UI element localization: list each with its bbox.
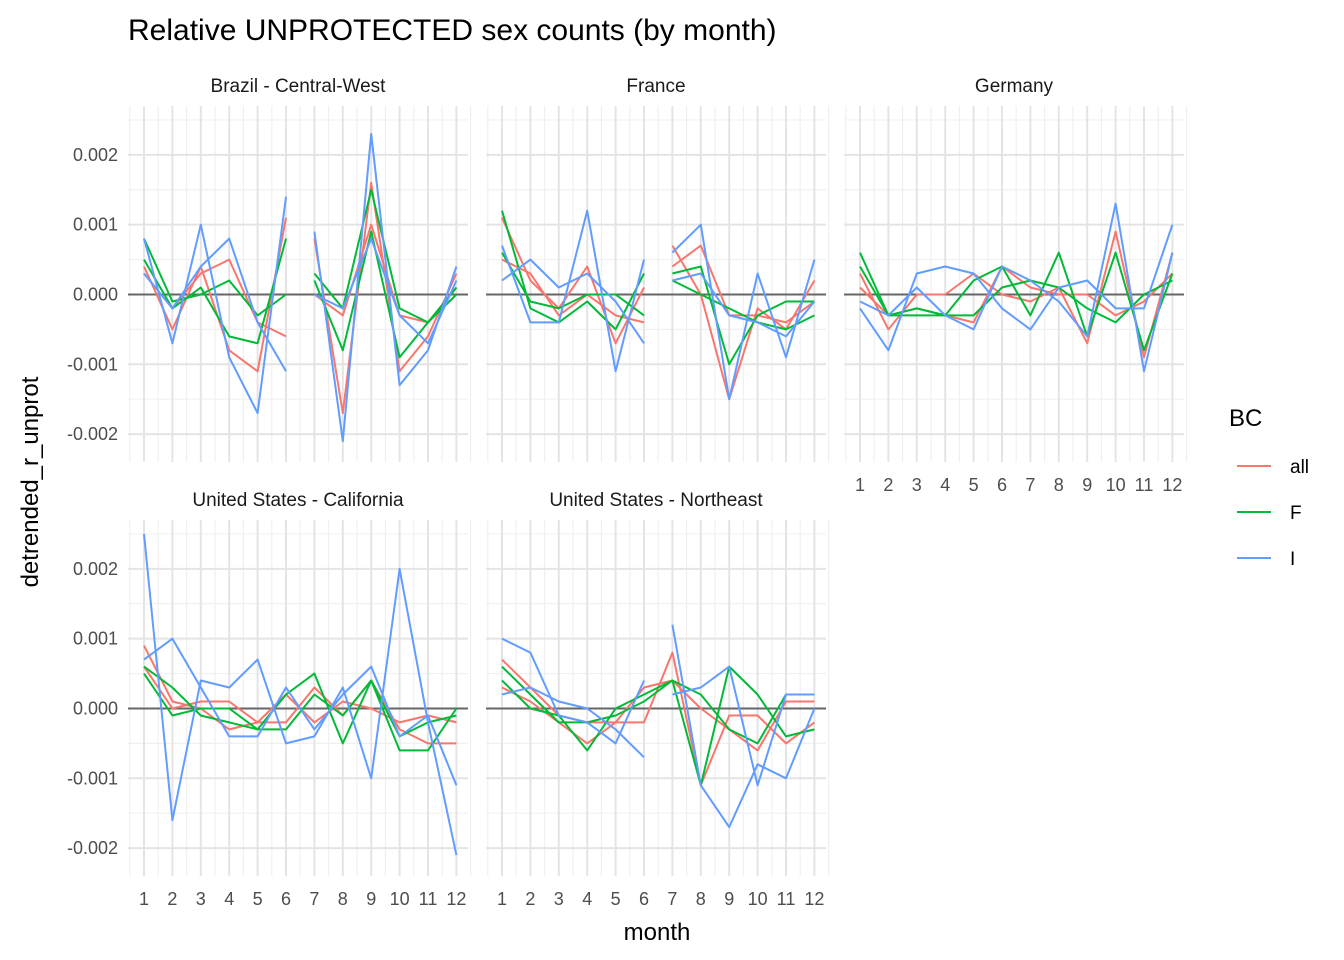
x-tick-label: 2 — [883, 475, 893, 495]
series-line-f — [859, 251, 1174, 352]
x-tick-label: 4 — [224, 889, 234, 909]
series-line-i — [501, 258, 645, 344]
series-line-all — [501, 217, 645, 345]
facet-strip-label: Brazil - Central-West — [211, 76, 387, 97]
x-tick-label: 6 — [639, 889, 649, 909]
series-line-f — [859, 252, 1173, 324]
x-tick-label: 4 — [582, 889, 592, 909]
y-tick-label: -0.002 — [67, 838, 118, 858]
series-line-f — [671, 279, 815, 331]
y-tick-label: -0.001 — [67, 354, 118, 374]
y-tick-label: 0.002 — [73, 145, 118, 165]
series-line-i — [671, 624, 816, 829]
series-line-f — [313, 188, 458, 324]
x-tick-label: 4 — [940, 475, 950, 495]
series-line-f — [501, 252, 645, 317]
series-line-i — [143, 196, 287, 415]
facet-brazil-central-west: Brazil - Central-West -0.002 -0.001 0.000 0.… — [67, 76, 472, 462]
series-line-all — [671, 245, 816, 401]
legend-item-all: all — [1237, 457, 1309, 478]
x-tick-label: 7 — [667, 889, 677, 909]
facet-panels: Brazil - Central-West -0.002 -0.001 0.000 0.… — [67, 76, 1188, 909]
x-tick-label: 3 — [196, 889, 206, 909]
x-tick-label: 1 — [855, 475, 865, 495]
x-tick-label: 2 — [525, 889, 535, 909]
series-line-f — [143, 665, 458, 752]
x-tick-label: 12 — [446, 889, 466, 909]
x-tick-label: 2 — [167, 889, 177, 909]
series-line-i — [859, 202, 1174, 373]
series-line-all — [143, 217, 287, 373]
x-tick-label: 3 — [554, 889, 564, 909]
x-tick-label: 1 — [497, 889, 507, 909]
x-tick-label: 10 — [748, 889, 768, 909]
x-tick-label: 11 — [1135, 475, 1154, 495]
x-tick-label: 1 — [139, 889, 149, 909]
x-tick-label: 9 — [1082, 475, 1092, 495]
series-line-i — [143, 237, 287, 372]
series-line-f — [501, 679, 815, 752]
series-line-i — [672, 272, 816, 338]
x-tick-label: 11 — [777, 889, 796, 909]
series-line-i — [501, 686, 645, 759]
legend-label: all — [1290, 457, 1309, 478]
x-tick-label: 6 — [997, 475, 1007, 495]
series-line-i — [501, 209, 645, 373]
legend-title: BC — [1229, 405, 1262, 432]
facet-strip-label: United States - California — [192, 490, 404, 511]
x-tick-label: 12 — [1162, 475, 1182, 495]
y-axis-label: detrended_r_unprot — [17, 376, 44, 587]
x-tick-label: 7 — [1025, 475, 1035, 495]
x-tick-label: 7 — [309, 889, 319, 909]
x-tick-label: 5 — [969, 475, 979, 495]
series-line-i — [143, 533, 458, 856]
x-axis-label: month — [624, 919, 691, 946]
series-line-i — [671, 223, 816, 401]
x-tick-label: 5 — [253, 889, 263, 909]
x-tick-label: 6 — [281, 889, 291, 909]
x-tick-label: 11 — [419, 889, 438, 909]
facet-strip-label: Germany — [975, 76, 1054, 97]
x-tick-label: 9 — [724, 889, 734, 909]
legend-item-f: F — [1237, 503, 1302, 524]
y-tick-label: 0.000 — [73, 698, 118, 718]
x-tick-label: 10 — [1106, 475, 1126, 495]
series-line-all — [859, 230, 1174, 359]
x-tick-label: 5 — [611, 889, 621, 909]
series-line-i — [859, 224, 1174, 352]
x-tick-label: 8 — [338, 889, 348, 909]
y-tick-label: 0.002 — [73, 559, 118, 579]
y-tick-label: 0.001 — [73, 629, 118, 649]
x-tick-label: 3 — [912, 475, 922, 495]
facet-strip-label: United States - Northeast — [549, 490, 763, 511]
x-tick-label: 12 — [804, 889, 824, 909]
chart-title: Relative UNPROTECTED sex counts (by mont… — [128, 14, 777, 47]
x-tick-label: 8 — [696, 889, 706, 909]
y-tick-label: 0.001 — [73, 215, 118, 235]
legend-item-i: I — [1237, 549, 1295, 570]
x-tick-label: 9 — [366, 889, 376, 909]
series-line-f — [143, 238, 287, 345]
series-line-i — [313, 237, 458, 345]
x-tick-label: 10 — [390, 889, 410, 909]
y-tick-label: -0.002 — [67, 424, 118, 444]
series-line-all — [501, 258, 645, 324]
y-tick-label: 0.000 — [73, 284, 118, 304]
legend: BC all F I — [1229, 405, 1309, 570]
x-tick-label: 8 — [1054, 475, 1064, 495]
facet-united-states-california: United States - California -0.002 -0.001 0.… — [67, 490, 472, 909]
series-line-i — [313, 132, 458, 443]
facet-france: France — [486, 76, 830, 462]
series-line-i — [143, 637, 458, 786]
y-tick-label: -0.001 — [67, 768, 118, 788]
series-line-f — [501, 665, 815, 787]
series-line-i — [672, 665, 815, 787]
facet-strip-label: France — [626, 76, 685, 97]
legend-label: I — [1290, 549, 1295, 570]
legend-label: F — [1290, 503, 1302, 524]
